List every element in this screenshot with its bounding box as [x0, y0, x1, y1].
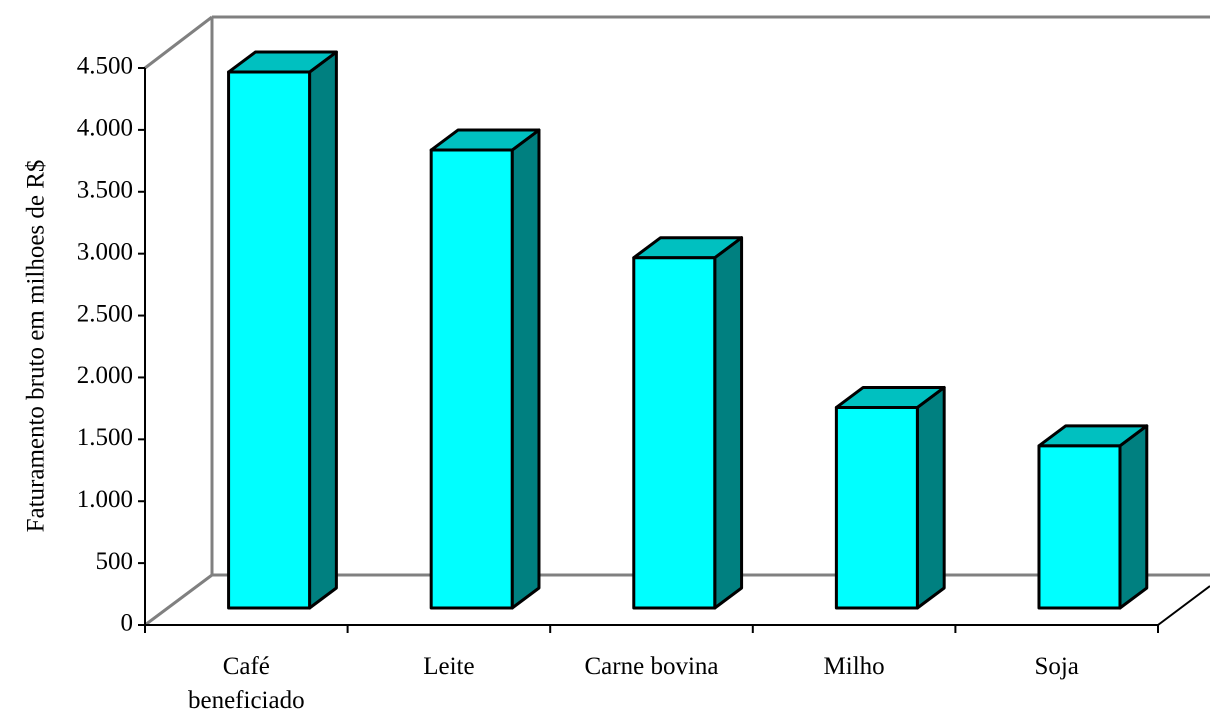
y-tick-label: 1.000: [77, 486, 133, 513]
x-tick-label: Soja: [1034, 653, 1079, 680]
bar-side: [1118, 424, 1149, 610]
y-axis-title: Faturamento bruto em milhoes de R$: [23, 160, 50, 533]
y-tick-label: 4.500: [77, 53, 133, 80]
y-tick-label: 1.500: [77, 424, 133, 451]
x-tick-label: Leite: [423, 653, 475, 680]
y-tick-label: 500: [96, 548, 134, 575]
bar: [834, 405, 919, 610]
bar: [429, 148, 514, 610]
bar: [632, 256, 717, 610]
x-tick-label: Carne bovina: [584, 653, 719, 680]
floor-front: [144, 68, 1210, 626]
bar: [1037, 444, 1122, 610]
y-tick-label: 3.000: [77, 238, 133, 265]
bar-side: [915, 385, 946, 610]
y-tick-label: 4.000: [77, 115, 133, 142]
bar-side: [510, 128, 541, 610]
bar-side: [713, 236, 744, 610]
y-tick-label: 2.500: [77, 300, 133, 327]
x-tick-label: Café beneficiado: [187, 653, 305, 714]
y-tick-label: 3.500: [77, 177, 133, 204]
bar-side: [308, 50, 338, 610]
y-tick-label: 2.000: [77, 362, 133, 389]
bar: [227, 70, 312, 610]
x-tick-label: Milho: [823, 653, 885, 680]
y-tick-label: 0: [121, 610, 134, 637]
